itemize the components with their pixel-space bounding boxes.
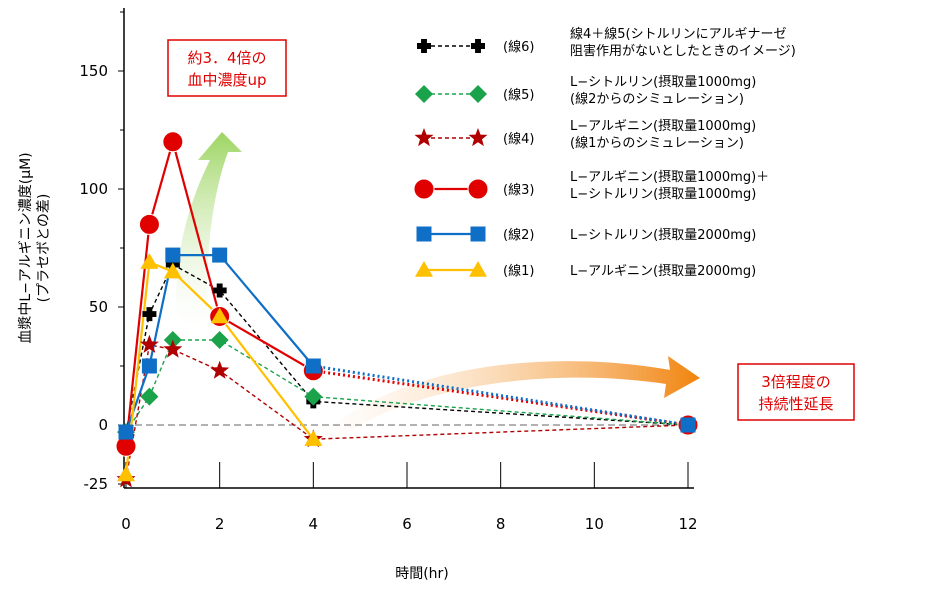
legend-marker (468, 128, 488, 147)
legend-marker (416, 226, 432, 242)
data-point (140, 387, 159, 406)
legend-description: L−シトルリン(摂取量1000mg) (570, 186, 756, 202)
legend-description: L−シトルリン(摂取量2000mg) (570, 227, 756, 243)
callout-duration-line2: 持続性延長 (758, 395, 833, 413)
data-point (210, 360, 230, 379)
legend-marker (415, 261, 433, 277)
series-tails (313, 364, 689, 427)
orange-curved-arrow (315, 356, 700, 448)
x-axis-title: 時間(hr) (395, 566, 449, 582)
legend-label: (線1) (503, 263, 534, 279)
legend-description: L−アルギニン(摂取量1000mg)＋ (570, 169, 769, 185)
data-point (210, 307, 229, 324)
series-tail-5 (313, 364, 689, 427)
legend-description: L−アルギニン(摂取量1000mg) (570, 118, 756, 134)
legend-item: (線1) L−アルギニン(摂取量2000mg) (415, 261, 756, 279)
green-up-arrow (176, 132, 242, 330)
data-point (140, 253, 159, 269)
legend-marker (467, 178, 489, 200)
data-point (212, 247, 228, 263)
callout-duration-box (737, 363, 855, 421)
series-line-2 (125, 339, 689, 433)
data-point (118, 424, 134, 440)
legend-description: 線4＋線5(シトルリンにアルギナーゼ (570, 26, 786, 42)
legend-description: (線1からのシミュレーション) (570, 135, 744, 151)
x-tick-label: 0 (121, 515, 131, 533)
y-axis-title-line2: (プラセボとの差) (36, 194, 52, 303)
data-point (142, 307, 157, 322)
legend-label: (線5) (503, 87, 534, 103)
legend-label: (線3) (503, 182, 534, 198)
legend: (線6) 線4＋線5(シトルリンにアルギナーゼ阻害作用がないとしたときのイメージ)… (413, 26, 796, 279)
series-markers (115, 131, 699, 488)
callout-peak: 約3．4倍の 血中濃度up (167, 39, 287, 97)
x-tick-label: 12 (678, 515, 697, 533)
callout-peak-box (167, 39, 287, 97)
legend-marker (415, 85, 433, 103)
data-point (210, 331, 229, 350)
series-line-1 (125, 263, 689, 433)
data-point (162, 131, 184, 153)
legend-item: (線5) L−シトルリン(摂取量1000mg)(線2からのシミュレーション) (415, 74, 756, 107)
data-point (139, 334, 159, 353)
data-point (305, 358, 321, 374)
legend-marker (414, 128, 434, 147)
legend-description: L−シトルリン(摂取量1000mg) (570, 74, 756, 90)
data-point (138, 213, 160, 235)
data-point (163, 262, 182, 279)
axes: -25 0 50 100 150 0 2 4 6 8 10 12 (79, 8, 698, 533)
legend-label: (線2) (503, 227, 534, 243)
y-tick-label: 100 (79, 180, 108, 198)
data-point (141, 358, 157, 374)
data-point (304, 387, 323, 406)
x-tick-label: 8 (496, 515, 506, 533)
legend-item: (線4) L−アルギニン(摂取量1000mg)(線1からのシミュレーション) (414, 118, 756, 151)
data-point (212, 283, 227, 298)
legend-label: (線4) (503, 131, 534, 147)
legend-item: (線2) L−シトルリン(摂取量2000mg) (416, 226, 756, 243)
y-axis-title-line1: 血漿中L−アルギニン濃度(μM) (18, 152, 34, 343)
legend-marker (469, 261, 487, 277)
data-point (680, 417, 696, 433)
data-point (117, 465, 135, 482)
legend-description: (線2からのシミュレーション) (570, 91, 744, 107)
data-point (304, 430, 323, 446)
legend-description: 阻害作用がないとしたときのイメージ) (570, 43, 796, 59)
x-tick-label: 4 (309, 515, 319, 533)
data-point (165, 247, 181, 263)
legend-label: (線6) (503, 39, 534, 55)
legend-description: L−アルギニン(摂取量2000mg) (570, 263, 756, 279)
legend-marker (471, 39, 485, 53)
callout-peak-line1: 約3．4倍の (187, 49, 266, 67)
callout-duration: 3倍程度の 持続性延長 (737, 363, 855, 421)
data-point (163, 339, 183, 358)
legend-marker (417, 39, 431, 53)
legend-item: (線3) L−アルギニン(摂取量1000mg)＋L−シトルリン(摂取量1000mg… (413, 169, 769, 202)
callout-duration-line1: 3倍程度の (761, 373, 831, 391)
x-tick-label: 2 (215, 515, 225, 533)
callout-peak-line2: 血中濃度up (187, 71, 266, 89)
legend-marker (469, 85, 487, 103)
legend-marker (470, 226, 486, 242)
y-tick-label: 150 (79, 62, 108, 80)
x-tick-label: 6 (402, 515, 412, 533)
x-tick-label: 10 (585, 515, 604, 533)
legend-marker (413, 178, 435, 200)
y-tick-label: -25 (84, 475, 109, 493)
y-tick-label: 50 (89, 298, 108, 316)
y-tick-label: 0 (98, 416, 108, 434)
